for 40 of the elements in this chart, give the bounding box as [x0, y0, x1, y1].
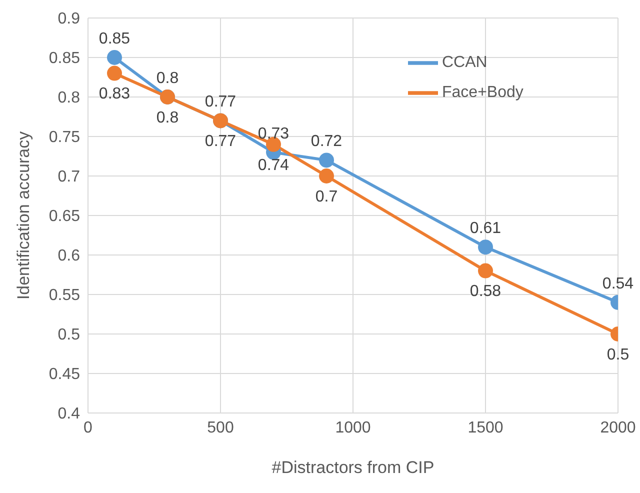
point	[319, 168, 334, 184]
y-tick-label: 0.9	[58, 10, 80, 28]
point	[107, 66, 122, 81]
data-label: 0.54	[602, 275, 634, 292]
data-label: 0.58	[470, 283, 502, 300]
x-tick-label: 500	[207, 419, 234, 436]
x-tick-label: 0	[84, 419, 93, 436]
legend-label: CCAN	[442, 54, 488, 72]
data-label: 0.8	[156, 109, 179, 126]
data-label: 0.72	[310, 133, 342, 150]
x-tick-label: 1500	[468, 419, 504, 436]
data-label: 0.83	[98, 86, 130, 103]
x-axis-title: #Distractors from CIP	[272, 458, 434, 477]
y-tick-label: 0.4	[58, 406, 80, 423]
data-label: 0.5	[606, 346, 630, 364]
point	[107, 50, 122, 65]
point	[478, 240, 493, 255]
data-label: 0.85	[98, 30, 130, 48]
point	[319, 152, 334, 168]
data-label: 0.61	[470, 220, 502, 238]
y-tick-label: 0.65	[48, 208, 80, 226]
x-tick-label: 1000	[335, 419, 371, 436]
y-tick-label: 0.6	[58, 248, 80, 265]
data-label: 0.77	[204, 133, 236, 150]
data-label: 0.77	[204, 94, 236, 111]
data-label: 0.73	[258, 125, 290, 142]
y-tick-label: 0.55	[48, 287, 80, 304]
data-label: 0.8	[156, 70, 179, 87]
data-label: 0.7	[315, 188, 338, 206]
y-tick-label: 0.85	[48, 50, 80, 68]
y-tick-label: 0.8	[58, 90, 80, 107]
y-axis-title: Identification accuracy	[14, 130, 34, 300]
point	[478, 263, 493, 278]
legend-label: Face+Body	[442, 84, 524, 102]
data-label: 0.74	[258, 156, 290, 174]
y-tick-label: 0.75	[48, 129, 80, 146]
y-tick-label: 0.45	[48, 366, 80, 384]
y-tick-label: 0.5	[58, 326, 80, 344]
x-tick-label: 2000	[600, 419, 636, 436]
y-tick-label: 0.7	[58, 168, 80, 186]
